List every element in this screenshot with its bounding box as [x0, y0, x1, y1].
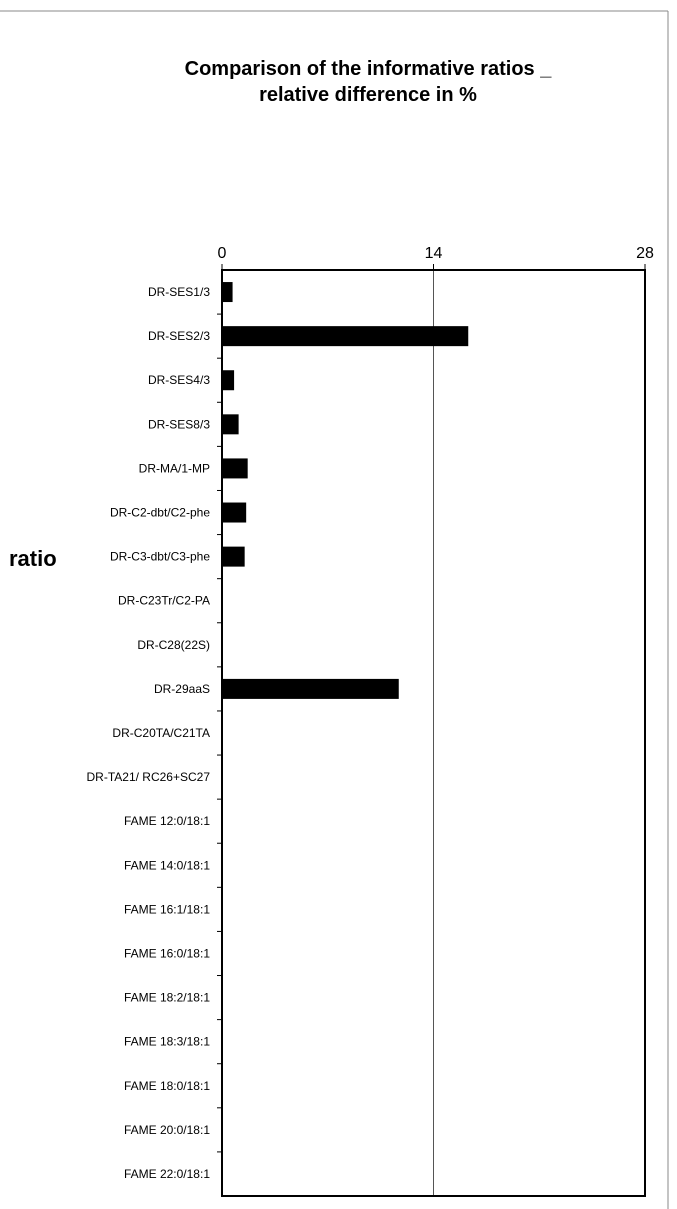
bar-7: [222, 546, 245, 567]
y-axis-title: ratio: [9, 546, 57, 571]
category-label-16: FAME 16:0/18:1: [124, 946, 210, 960]
category-label-12: DR-TA21/ RC26+SC27: [87, 770, 211, 784]
category-label-14: FAME 14:0/18:1: [124, 858, 210, 872]
bars: [222, 282, 469, 699]
category-label-19: FAME 18:0/18:1: [124, 1079, 210, 1093]
category-label-20: FAME 20:0/18:1: [124, 1123, 210, 1137]
category-label-13: FAME 12:0/18:1: [124, 814, 210, 828]
category-label-6: DR-C2-dbt/C2-phe: [110, 506, 210, 520]
category-label-18: FAME 18:3/18:1: [124, 1035, 210, 1049]
bar-3: [222, 370, 235, 391]
bar-2: [222, 326, 469, 347]
category-label-7: DR-C3-dbt/C3-phe: [110, 550, 210, 564]
category-label-1: DR-SES1/3: [148, 285, 210, 299]
x-tick-label-28: 28: [636, 245, 654, 262]
category-label-17: FAME 18:2/18:1: [124, 991, 210, 1005]
chart-title: Comparison of the informative ratios _re…: [185, 58, 553, 106]
y-axis-categories: DR-SES1/3 DR-SES2/3 DR-SES4/3 DR-SES8/3 DR-M…: [87, 285, 222, 1181]
category-label-15: FAME 16:1/18:1: [124, 902, 210, 916]
chart-title-line-1: Comparison of the informative ratios _: [185, 58, 553, 80]
x-tick-label-0: 0: [218, 245, 227, 262]
category-label-3: DR-SES4/3: [148, 373, 210, 387]
x-tick-label-14: 14: [425, 245, 443, 262]
bar-1: [222, 282, 233, 303]
category-label-21: FAME 22:0/18:1: [124, 1167, 210, 1181]
chart-title-line-2: relative difference in %: [259, 84, 477, 106]
bar-6: [222, 502, 247, 523]
category-label-10: DR-29aaS: [154, 682, 210, 696]
category-label-8: DR-C23Tr/C2-PA: [118, 594, 210, 608]
bar-4: [222, 414, 239, 435]
category-label-11: DR-C20TA/C21TA: [112, 726, 210, 740]
x-axis-ticks: 0 14 28: [218, 245, 654, 270]
category-label-2: DR-SES2/3: [148, 329, 210, 343]
category-label-9: DR-C28(22S): [137, 638, 210, 652]
bar-5: [222, 458, 248, 479]
category-label-5: DR-MA/1-MP: [139, 461, 210, 475]
category-label-4: DR-SES8/3: [148, 417, 210, 431]
bar-10: [222, 678, 399, 699]
y-axis-label: ratio: [9, 546, 57, 571]
